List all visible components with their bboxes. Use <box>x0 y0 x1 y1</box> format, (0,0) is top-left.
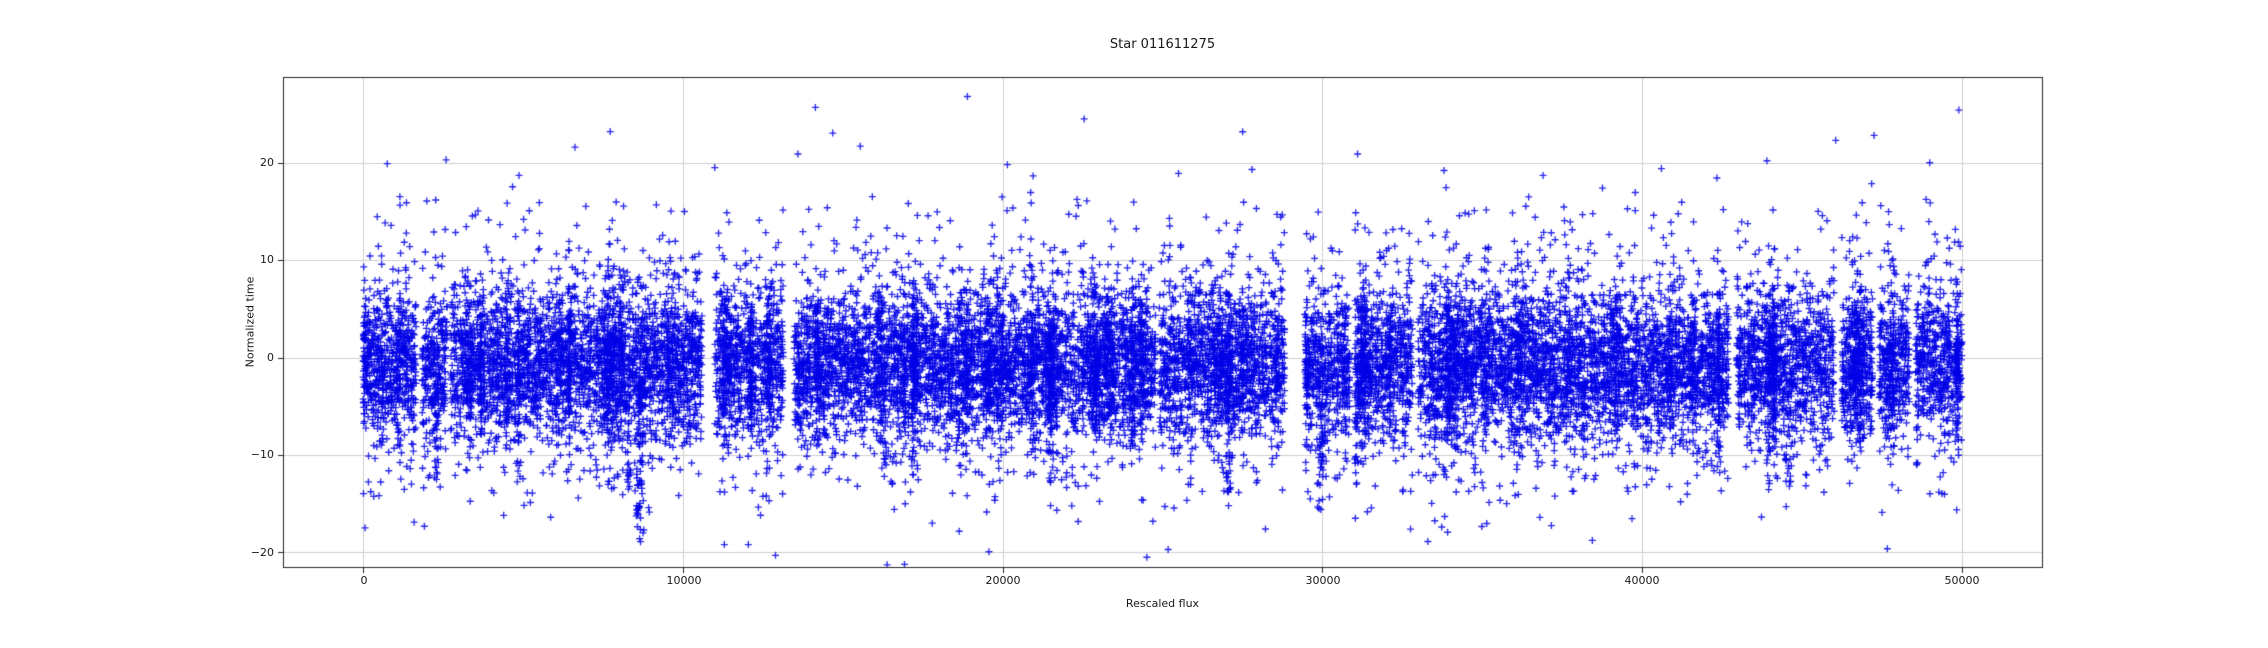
x-tick-label: 20000 <box>985 574 1021 587</box>
x-tick-label: 30000 <box>1305 574 1341 587</box>
y-tick-label: 0 <box>267 351 274 364</box>
chart-title: Star 011611275 <box>1109 37 1216 52</box>
x-tick-label: 10000 <box>666 574 702 587</box>
y-tick-label: −10 <box>250 448 274 461</box>
x-tick-label: 50000 <box>1944 574 1980 587</box>
y-tick-label: −20 <box>250 546 274 559</box>
y-axis-label: Normalized time <box>243 276 257 368</box>
x-axis-label: Rescaled flux <box>1125 597 1200 610</box>
y-tick-label: 20 <box>260 156 274 169</box>
x-tick-label: 0 <box>360 574 368 587</box>
x-tick-label: 40000 <box>1624 574 1660 587</box>
y-tick-label: 10 <box>260 253 274 266</box>
